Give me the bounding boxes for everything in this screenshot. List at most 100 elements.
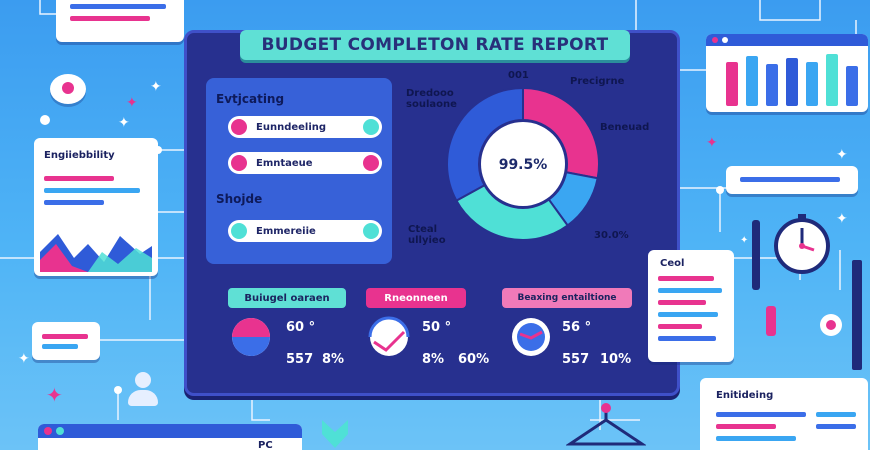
user-icon <box>126 372 160 406</box>
metric-value-3: 10% <box>600 352 632 367</box>
sparkle-icon: ✦ <box>740 235 749 246</box>
metric-value-3: 60% <box>458 352 490 367</box>
pen-icon <box>752 220 760 290</box>
doc-line <box>44 188 140 193</box>
doc-line <box>44 200 104 205</box>
task-pill-label: Emntaeue <box>256 157 313 169</box>
gauge-icon <box>232 318 270 356</box>
metric-card-1: Buiugel oaraen 60 ° 557 8% <box>214 286 358 386</box>
right-bottom-card-title: Enitideing <box>716 390 774 401</box>
report-title: BUDGET COMPLETON RATE REPORT <box>240 30 630 60</box>
bar <box>806 62 818 106</box>
status-dot <box>231 155 247 171</box>
gauge-icon <box>512 318 550 356</box>
bar <box>746 56 758 106</box>
donut-label-right: Beneuad <box>600 122 650 133</box>
doc-line <box>44 176 114 181</box>
doc-line <box>716 436 796 441</box>
status-dot <box>363 223 379 239</box>
doc-line <box>740 177 840 182</box>
donut-label-bottom-right: 30.0% <box>594 230 629 241</box>
bar <box>726 62 738 106</box>
donut-label-top: 001 <box>508 70 529 81</box>
doc-line <box>658 336 716 341</box>
doc-line <box>42 344 78 349</box>
sparkle-icon: ✦ <box>836 211 848 227</box>
bar <box>846 66 858 106</box>
chat-bubble-icon <box>50 74 86 104</box>
donut-center-label: 99.5% <box>499 157 548 173</box>
doc-line <box>816 412 856 417</box>
sparkle-icon: ✦ <box>836 147 848 163</box>
doc-line <box>658 288 722 293</box>
left-doc-title: Engiiebbility <box>44 150 115 161</box>
metric-tag: Rneonneen <box>366 288 466 308</box>
goal-doc-card: Ceol <box>648 250 734 362</box>
bar <box>766 64 778 106</box>
donut-hole <box>481 122 565 206</box>
donut-chart: 99.5% <box>446 86 600 241</box>
metric-value-3: 8% <box>322 352 345 367</box>
section-label-1: Evtjcating <box>216 92 285 106</box>
metric-value-2: 8% <box>422 352 445 367</box>
metric-tag: Beaxing entailtione <box>502 288 632 308</box>
metric-card-3: Beaxing entailtione 56 ° 557 10% <box>500 286 644 386</box>
flower-icon <box>820 314 842 336</box>
task-pill-label: Emmereiie <box>256 225 316 237</box>
sparkle-icon: ✦ <box>46 383 63 407</box>
task-list-card: Evtjcating Eunndeeling Emntaeue Shojde E… <box>206 78 392 264</box>
donut-label-bottom-left: Cteal ullyieo <box>408 224 446 246</box>
task-pill-2[interactable]: Emntaeue <box>228 152 382 174</box>
metric-value-2: 557 <box>562 352 590 367</box>
pc-badge: PC <box>258 440 273 450</box>
goal-label: Ceol <box>660 258 685 269</box>
sparkle-icon: ✦ <box>150 79 162 95</box>
bar-chart-window <box>706 34 868 112</box>
eraser-icon <box>766 306 776 336</box>
donut-label-top-right: Precigrne <box>570 76 625 87</box>
sparkle-icon: ✦ <box>118 115 130 131</box>
status-dot <box>363 119 379 135</box>
left-doc-card: Engiiebbility <box>34 138 158 276</box>
ruler-icon <box>852 260 862 370</box>
doc-line <box>658 312 718 317</box>
teal-arrow-icon <box>322 420 348 450</box>
bottom-left-browser-card: PC <box>38 424 302 450</box>
doc-line <box>716 424 776 429</box>
doc-line <box>816 424 856 429</box>
hanger-icon <box>565 400 647 450</box>
doc-line <box>42 334 88 339</box>
doc-line <box>658 300 706 305</box>
sparkle-icon: ✦ <box>126 95 138 111</box>
doc-line <box>658 324 702 329</box>
metric-value-1: 50 ° <box>422 320 452 335</box>
status-dot <box>231 119 247 135</box>
sparkle-icon: ✦ <box>706 135 718 151</box>
doc-line <box>658 276 714 281</box>
top-left-doc-card <box>56 0 184 42</box>
donut-label-top-left: Dredooo soulaone <box>406 88 457 110</box>
right-bottom-card: Enitideing <box>700 378 868 450</box>
doc-line <box>70 4 166 9</box>
donut-slice <box>446 86 524 202</box>
clock-icon <box>774 214 830 274</box>
metric-tag: Buiugel oaraen <box>228 288 346 308</box>
task-pill-1[interactable]: Eunndeeling <box>228 116 382 138</box>
right-pill-card <box>726 166 858 194</box>
metric-value-2: 557 <box>286 352 314 367</box>
section-label-2: Shojde <box>216 192 263 206</box>
status-dot <box>231 223 247 239</box>
task-pill-label: Eunndeeling <box>256 121 327 133</box>
gauge-icon <box>368 316 410 356</box>
sparkle-icon: ✦ <box>18 351 30 367</box>
doc-line <box>716 412 806 417</box>
metric-value-1: 56 ° <box>562 320 592 335</box>
bar <box>826 54 838 106</box>
area-chart-graphic <box>40 234 152 272</box>
task-pill-3[interactable]: Emmereiie <box>228 220 382 242</box>
left-small-card <box>32 322 100 360</box>
metric-card-2: Rneonneen 50 ° 8% 60% <box>356 286 500 386</box>
bar <box>786 58 798 106</box>
doc-line <box>70 16 150 21</box>
status-dot <box>363 155 379 171</box>
